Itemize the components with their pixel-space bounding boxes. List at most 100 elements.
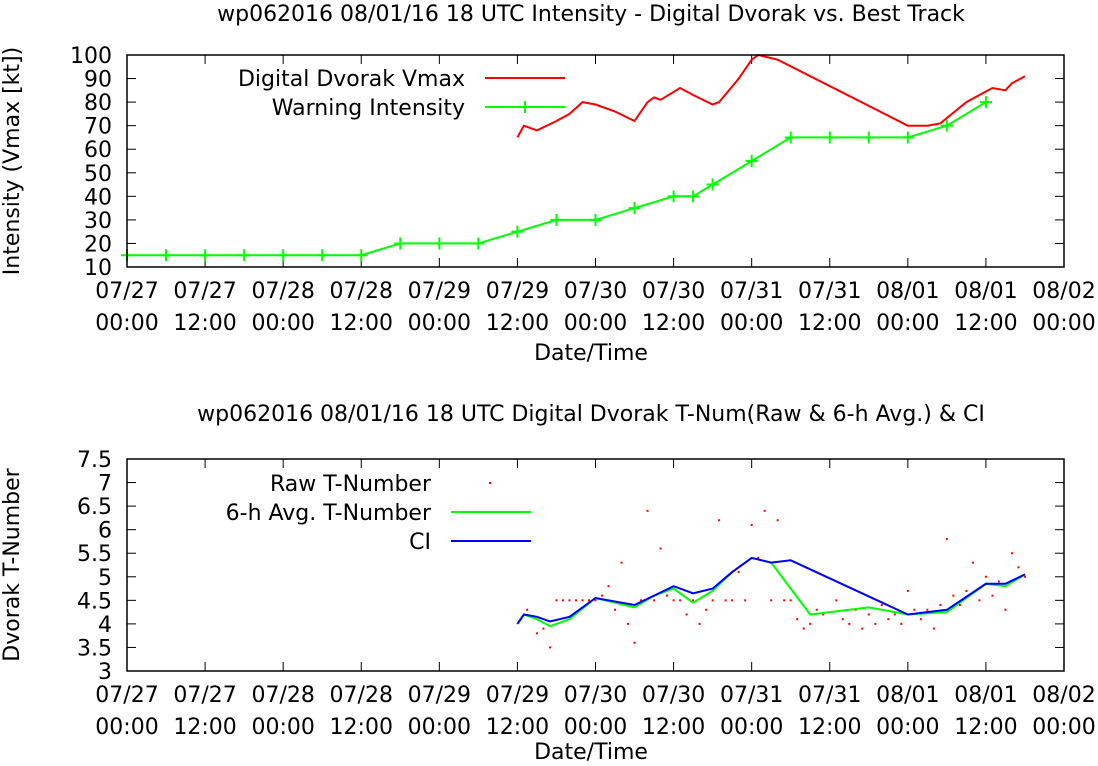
warning-intensity-marker: [589, 213, 602, 226]
warning-intensity-marker: [706, 178, 719, 191]
raw-tnumber-point: [601, 594, 604, 597]
raw-tnumber-point: [620, 561, 623, 564]
legend-label: 6-h Avg. T-Number: [226, 501, 432, 526]
raw-tnumber-point: [926, 608, 929, 611]
raw-tnumber-point: [698, 622, 701, 625]
x-tick-date: 07/30: [564, 279, 627, 304]
raw-tnumber-point: [971, 561, 974, 564]
series-line: [516, 53, 1026, 138]
y-tick-label: 80: [84, 91, 112, 116]
x-tick-date: 07/30: [564, 683, 627, 708]
tnumber-chart-frame: [126, 458, 1065, 672]
legend-label: Raw T-Number: [270, 472, 432, 497]
raw-tnumber-point: [770, 599, 773, 602]
intensity-chart-legend: Digital Dvorak Vmax Warning Intensity: [238, 67, 565, 121]
warning-intensity-marker: [940, 119, 953, 132]
y-tick-label: 70: [84, 115, 112, 140]
x-tick-time: 00:00: [95, 715, 158, 740]
warning-intensity-marker: [355, 249, 368, 262]
x-tick-time: 00:00: [1032, 715, 1095, 740]
raw-tnumber-point: [555, 599, 558, 602]
x-tick-time: 00:00: [251, 715, 314, 740]
x-tick-date: 07/28: [330, 683, 393, 708]
x-tick-time: 00:00: [876, 311, 939, 336]
x-tick-date: 07/27: [95, 683, 158, 708]
x-tick-time: 12:00: [330, 311, 393, 336]
x-tick-time: 12:00: [173, 311, 236, 336]
raw-tnumber-point: [1017, 566, 1020, 569]
tnumber-chart-xlabel: Date/Time: [534, 740, 648, 765]
x-tick-date: 07/31: [720, 279, 783, 304]
intensity-chart-frame: [126, 54, 1065, 268]
raw-tnumber-point: [542, 627, 545, 630]
raw-tnumber-point: [627, 622, 630, 625]
y-tick-label: 60: [84, 138, 112, 163]
intensity-chart-xlabel: Date/Time: [534, 341, 648, 366]
raw-tnumber-point: [731, 599, 734, 602]
x-tick-time: 00:00: [564, 311, 627, 336]
warning-intensity-marker: [160, 249, 173, 262]
raw-tnumber-point: [965, 589, 968, 592]
raw-tnumber-point: [607, 585, 610, 588]
x-tick-date: 07/28: [330, 279, 393, 304]
raw-tnumber-point: [672, 599, 675, 602]
raw-tnumber-point: [776, 519, 779, 522]
x-tick-date: 07/31: [798, 279, 861, 304]
raw-tnumber-point: [809, 622, 812, 625]
y-tick-label: 7.5: [77, 448, 112, 473]
intensity-chart-series: [121, 53, 1026, 262]
raw-tnumber-point: [548, 646, 551, 649]
warning-intensity-marker: [199, 249, 212, 262]
x-tick-date: 07/27: [95, 279, 158, 304]
tnumber-chart-ylabel: Dvorak T-Number: [0, 467, 25, 661]
raw-tnumber-point: [822, 613, 825, 616]
raw-tnumber-point: [835, 599, 838, 602]
warning-intensity-marker: [745, 155, 758, 167]
raw-tnumber-point: [679, 599, 682, 602]
legend-label: Digital Dvorak Vmax: [238, 67, 465, 92]
raw-tnumber-point: [997, 580, 1000, 583]
x-tick-date: 07/30: [642, 279, 705, 304]
warning-intensity-marker: [823, 131, 836, 144]
raw-tnumber-point: [802, 627, 805, 630]
raw-tnumber-point: [561, 599, 564, 602]
raw-tnumber-point: [526, 608, 529, 611]
y-tick-label: 50: [84, 162, 112, 187]
x-tick-time: 12:00: [642, 311, 705, 336]
raw-tnumber-point: [659, 547, 662, 550]
legend-sample-marker: [519, 101, 531, 113]
raw-tnumber-point: [848, 622, 851, 625]
warning-intensity-marker: [433, 237, 446, 250]
raw-tnumber-point: [861, 627, 864, 630]
raw-tnumber-point: [718, 519, 721, 522]
tnumber-chart-legend: Raw T-Number 6-h Avg. T-Number CI: [226, 472, 531, 555]
x-tick-date: 07/29: [486, 683, 549, 708]
raw-tnumber-point: [705, 608, 708, 611]
raw-tnumber-point: [587, 599, 590, 602]
raw-tnumber-point: [783, 599, 786, 602]
raw-tnumber-point: [666, 594, 669, 597]
raw-tnumber-point: [574, 599, 577, 602]
warning-intensity-marker: [394, 237, 407, 250]
warning-intensity-marker: [550, 213, 563, 226]
tnumber-chart-series: [516, 509, 1026, 649]
warning-intensity-marker: [238, 249, 251, 262]
y-tick-label: 10: [84, 256, 112, 281]
raw-tnumber-point: [913, 608, 916, 611]
tnumber-chart: wp062016 08/01/16 18 UTC Digital Dvorak …: [0, 402, 1096, 765]
warning-intensity-marker: [901, 131, 914, 144]
raw-tnumber-point: [893, 613, 896, 616]
intensity-chart-ylabel: Intensity (Vmax [kt]): [0, 47, 25, 275]
y-tick-label: 5.5: [77, 542, 112, 567]
intensity-chart: wp062016 08/01/16 18 UTC Intensity - Dig…: [0, 2, 1096, 366]
raw-tnumber-point: [919, 618, 922, 621]
raw-tnumber-point: [906, 589, 909, 592]
raw-tnumber-point: [952, 594, 955, 597]
x-tick-date: 07/28: [251, 279, 314, 304]
raw-tnumber-point: [874, 622, 877, 625]
x-tick-time: 00:00: [408, 311, 471, 336]
warning-intensity-marker: [511, 225, 524, 238]
raw-tnumber-point: [581, 599, 584, 602]
raw-tnumber-point: [789, 599, 792, 602]
